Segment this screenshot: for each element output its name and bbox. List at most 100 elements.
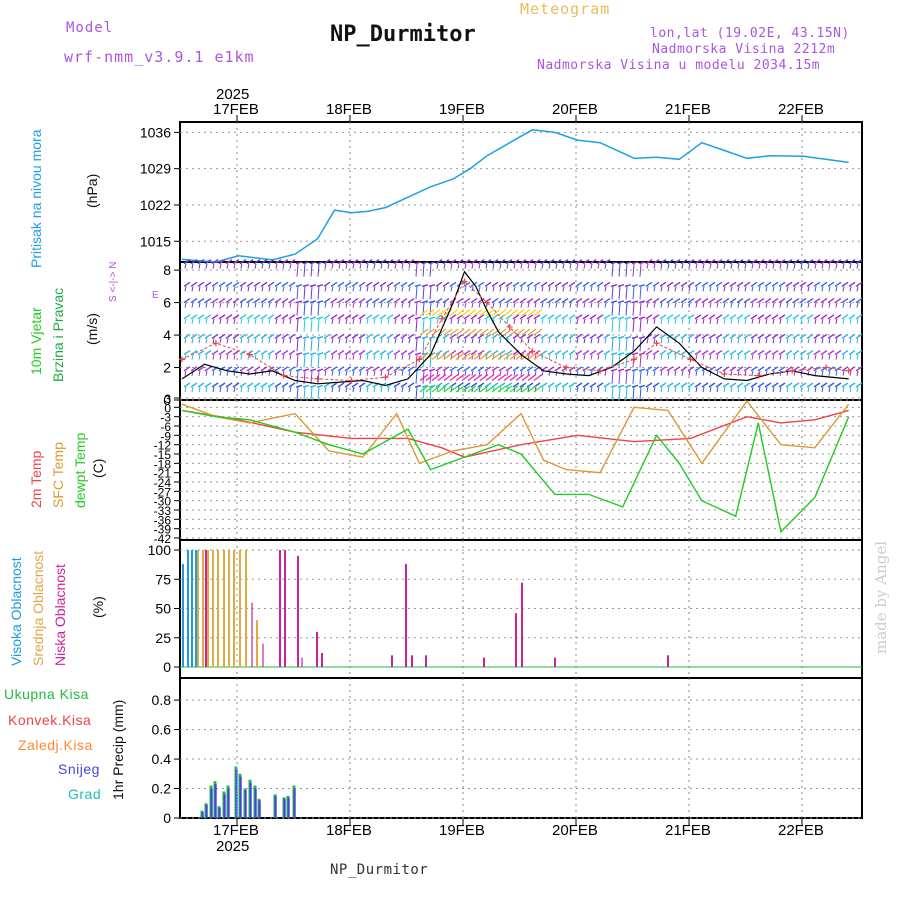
wind-barb-flag [345, 318, 348, 324]
wind-barb [694, 333, 702, 339]
wind-barb-flag [842, 286, 845, 292]
wind-barb [260, 314, 268, 320]
wind-barb [673, 314, 681, 320]
wind-barb-flag [366, 354, 369, 360]
wind-barb-flag [331, 338, 334, 344]
wind-barb-flag [849, 370, 852, 376]
wind-barb-flag [226, 370, 229, 376]
wind-barb-flag [471, 370, 474, 376]
wind-barb [589, 366, 597, 372]
wind-barb [204, 259, 212, 265]
wind-barb [848, 366, 856, 372]
wind-barb [813, 298, 821, 304]
wind-barb [827, 366, 835, 372]
wind-barb [834, 298, 842, 304]
wind-barb [624, 352, 632, 356]
wind-barb-flag [737, 318, 740, 324]
wind-barb [792, 382, 800, 388]
wind-barb [617, 316, 625, 320]
wind-barb-flag [303, 386, 306, 401]
wind-barb-flag [646, 263, 649, 269]
wind-barb [820, 349, 828, 356]
wind-barb [645, 349, 653, 356]
wind-barb [260, 281, 268, 287]
wind-barb [246, 314, 254, 320]
wind-barb-flag [359, 370, 362, 376]
wind-barb-flag [562, 354, 565, 360]
wind-barb-flag [590, 338, 593, 344]
wind-barb-flag [233, 263, 236, 269]
wind-barb [778, 281, 786, 287]
wind-barb [673, 382, 681, 388]
wind-barb-flag [282, 302, 285, 308]
wind-barb-flag [604, 370, 607, 376]
precip-bar-snow [244, 790, 247, 818]
wind-barb-flag [569, 263, 572, 269]
wind-barb-flag [730, 386, 733, 393]
wind-barb [834, 281, 842, 287]
wind-barb-flag [198, 286, 201, 292]
wind-barb-flag [625, 370, 628, 384]
wind-barb-flag [275, 318, 278, 324]
wind-barb [365, 382, 373, 388]
wind-barb-flag [779, 338, 782, 344]
wind-barb-strong [521, 328, 531, 336]
wind-barb [729, 281, 737, 287]
wind-barb-flag [212, 338, 215, 344]
wind-barb-flag [688, 386, 691, 393]
wind-barb [673, 298, 681, 304]
wind-barb [365, 259, 373, 265]
wind-barb-flag [709, 386, 712, 393]
wind-barb [407, 366, 415, 372]
wind-barb-flag [289, 370, 292, 376]
wind-barb-flag [184, 338, 187, 344]
wind-barb [736, 314, 744, 320]
wind-barb [225, 298, 233, 304]
wind-barb-flag [212, 263, 215, 269]
wind-barb [323, 366, 331, 372]
wind-barb [407, 349, 415, 356]
wind-barb [799, 314, 807, 320]
wind-barb [372, 281, 380, 287]
wind-barb [288, 382, 296, 388]
temp-ytick-label-15: -42 [154, 532, 172, 546]
wind-barb [519, 281, 527, 287]
wind-barb-flag [275, 354, 278, 360]
wind-barb-flag [296, 318, 299, 332]
wind-barb [715, 333, 723, 339]
wind-barb-strong [509, 385, 519, 393]
wind-barb-flag [303, 338, 306, 352]
wind-barb [680, 281, 688, 287]
wind-barb [771, 281, 779, 287]
wind-barb [211, 281, 219, 287]
wind-barb-flag [856, 370, 859, 376]
wind-barb-flag [611, 286, 614, 300]
wind-barb-flag [303, 286, 306, 300]
wind-barb-flag [541, 286, 544, 292]
wind-barb-flag [674, 302, 677, 308]
wind-barb-flag [478, 338, 481, 344]
wind-barb [386, 333, 394, 339]
precip-ytick-label-1: 0.6 [152, 722, 172, 738]
wind-barb-flag [562, 338, 565, 344]
wind-barb [764, 298, 772, 304]
wind-barb-flag [604, 386, 607, 393]
wind-barb-flag [576, 318, 579, 324]
wind-barb-flag [583, 386, 586, 393]
wind-barb [624, 316, 632, 320]
wind-barb [372, 314, 380, 320]
wind-barb [274, 349, 282, 356]
wind-barb [190, 366, 198, 372]
wind-barb-flag [723, 354, 726, 360]
wind-barb-flag [730, 302, 733, 308]
wind-barb [190, 281, 198, 287]
wind-barb-flag [772, 338, 775, 344]
wind-barb-flag [639, 386, 642, 401]
wind-barb-flag [205, 263, 208, 269]
wind-barb [554, 333, 562, 339]
wind-barb [183, 382, 191, 388]
wind-gust-mark [845, 367, 852, 374]
wind-barb-flag [807, 302, 810, 308]
wind-barb [225, 333, 233, 339]
wind-barb-flag [758, 318, 761, 324]
